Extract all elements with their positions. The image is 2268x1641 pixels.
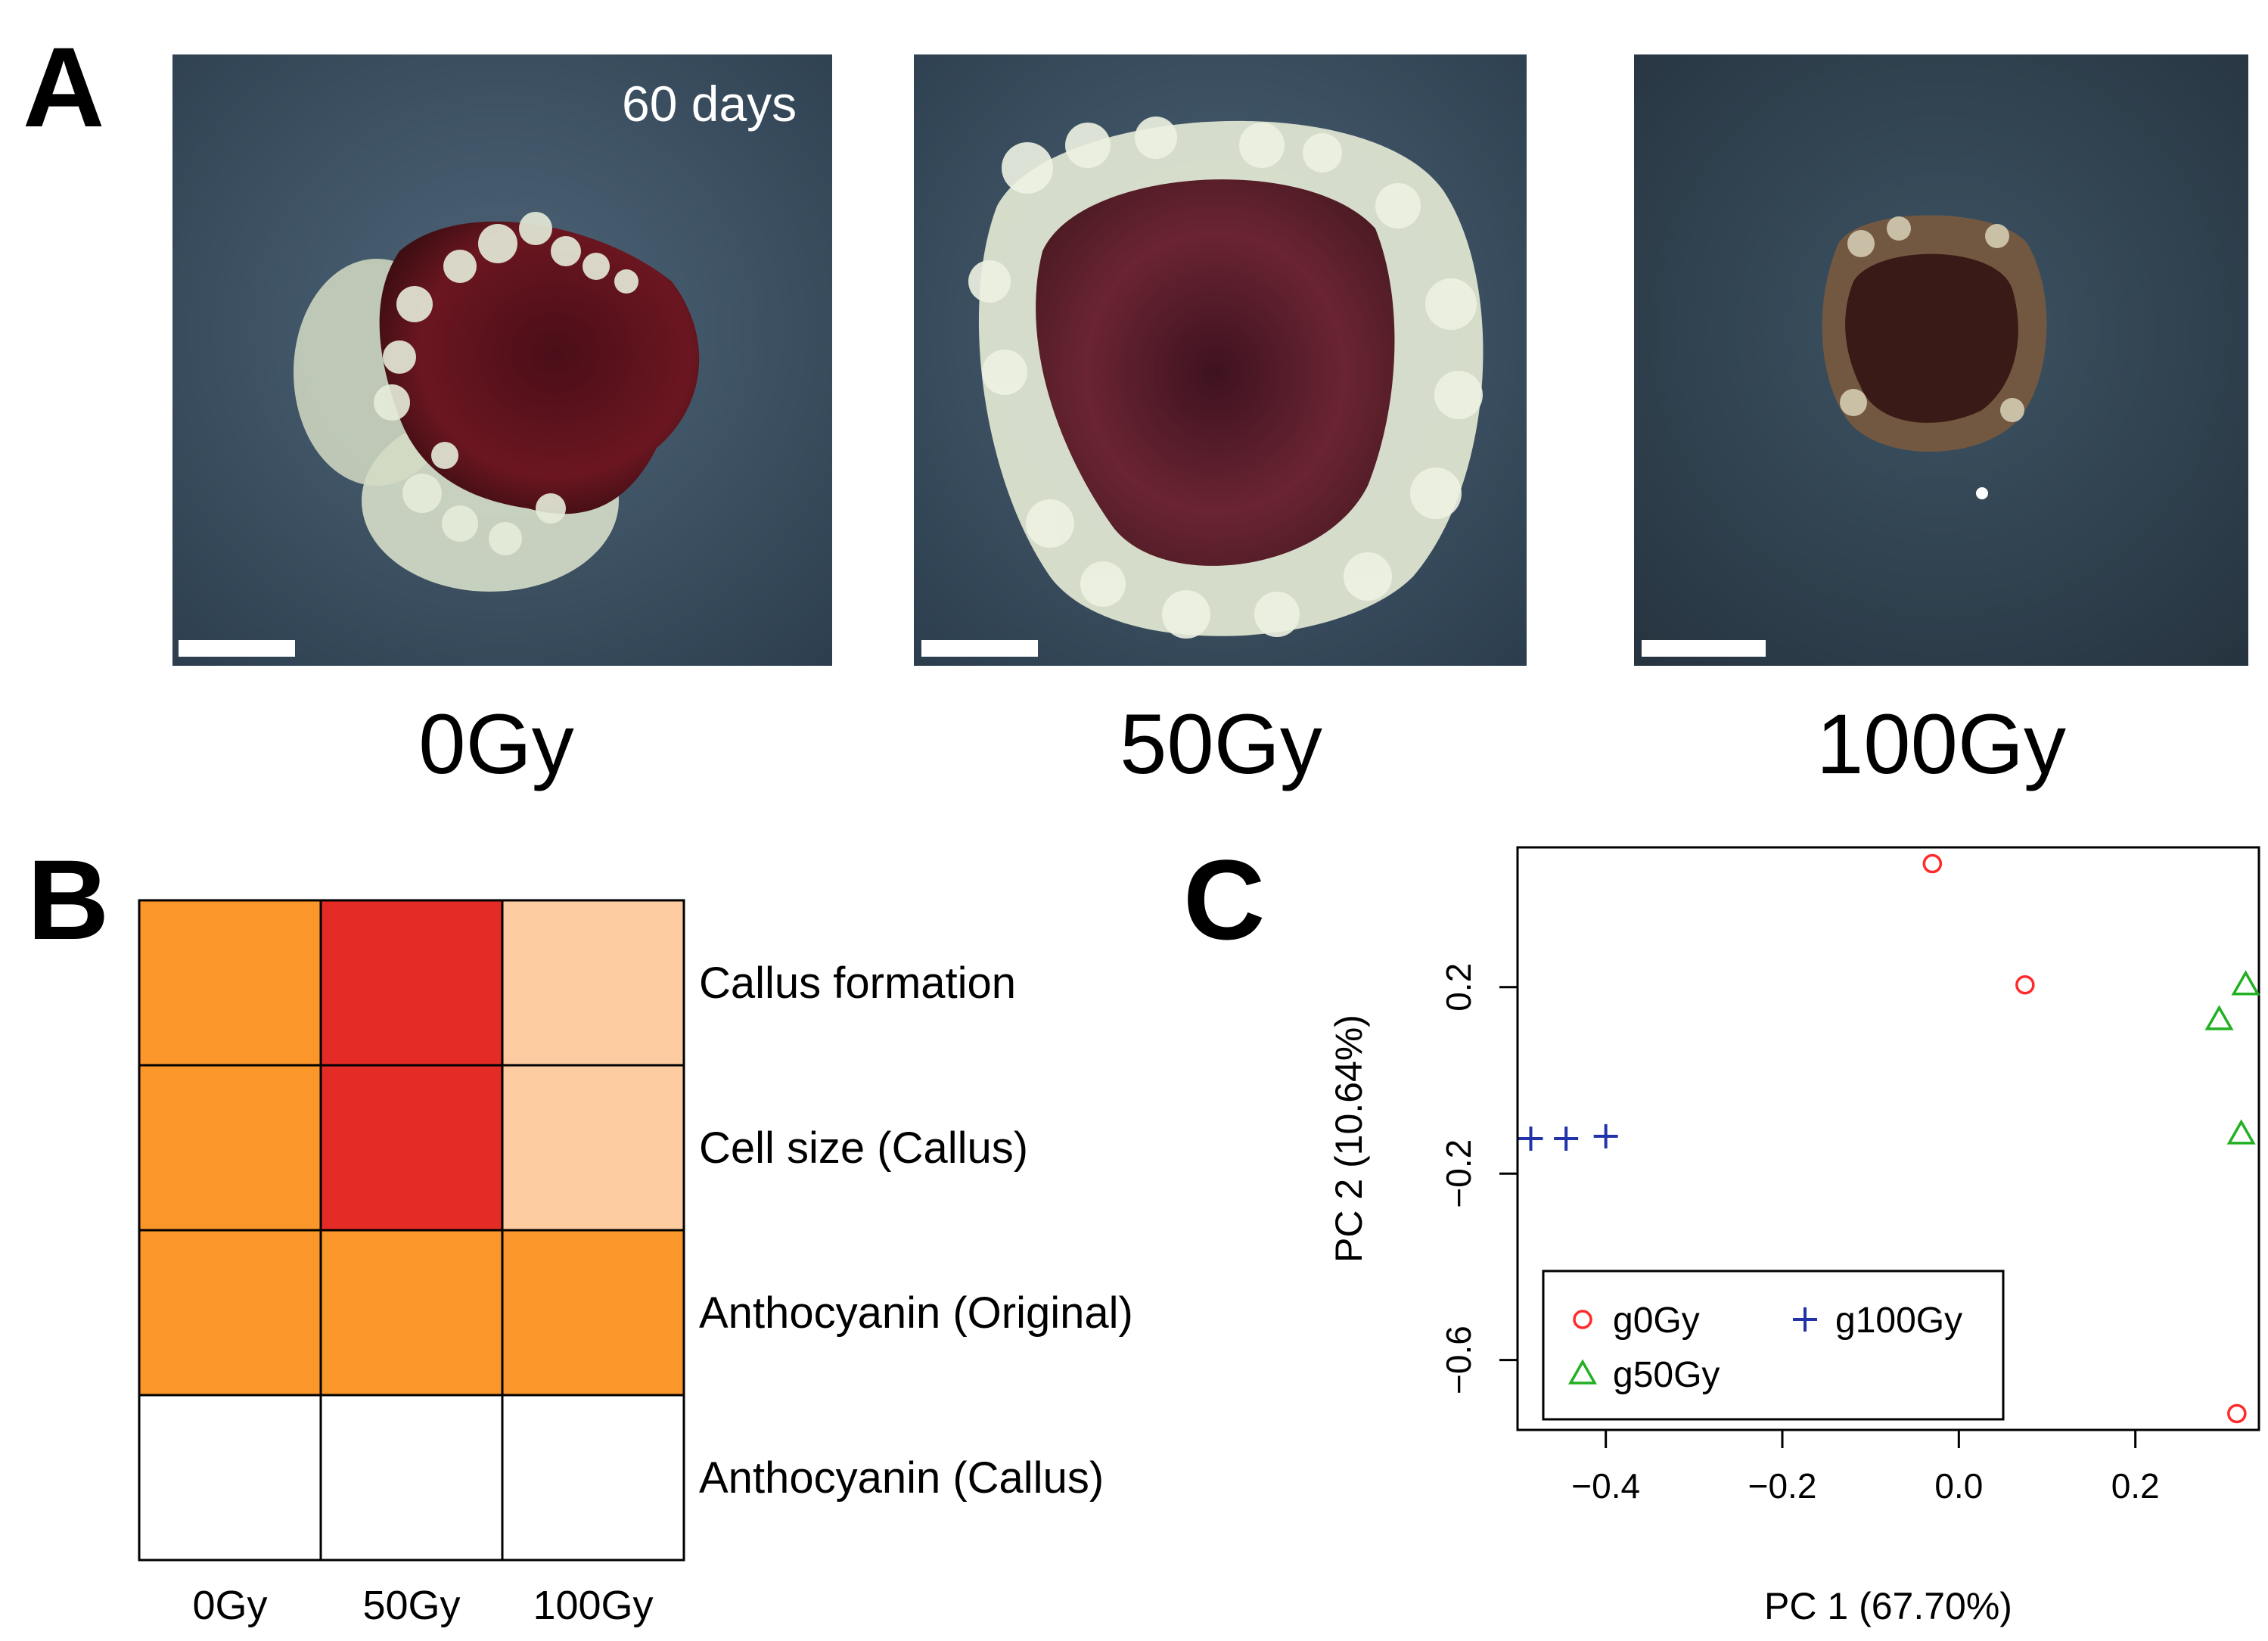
- legend-label: g100Gy: [1835, 1301, 1962, 1341]
- scale-bar: [1642, 640, 1766, 657]
- legend-label: g50Gy: [1613, 1355, 1720, 1395]
- callus-photo-0gy: [172, 54, 832, 666]
- data-point-g50Gy: [2226, 1119, 2256, 1145]
- scale-bar: [921, 640, 1038, 657]
- x-axis-label: PC 1 (67.70%): [1764, 1585, 2012, 1627]
- heatmap-cell: [138, 1394, 322, 1562]
- data-point-g100Gy: [1554, 1127, 1579, 1151]
- heatmap-cell: [138, 1064, 322, 1232]
- heatmap-column-label: 50Gy: [362, 1583, 460, 1628]
- days-label: 60 days: [622, 76, 797, 132]
- legend-box: [1542, 1270, 2005, 1421]
- heatmap-cell: [501, 899, 685, 1067]
- data-point-g0Gy: [1922, 853, 1943, 874]
- heatmap-row-label: Callus formation: [699, 959, 1016, 1008]
- data-point-g50Gy: [2204, 1005, 2234, 1030]
- legend-marker-g50Gy: [1567, 1359, 1598, 1385]
- scale-bar: [179, 640, 295, 657]
- callus-photo-50gy: [914, 54, 1527, 666]
- x-tick-label: −0.2: [1748, 1466, 1817, 1506]
- y-tick-label: 0.2: [1439, 963, 1478, 1012]
- heatmap-cell: [319, 1064, 504, 1232]
- dose-label-0gy: 0Gy: [418, 697, 574, 791]
- callus-photo-100gy: [1634, 54, 2248, 666]
- heatmap-row-label: Cell size (Callus): [699, 1124, 1028, 1173]
- x-tick-label: 0.2: [2111, 1466, 2160, 1506]
- legend-marker-g100Gy: [1793, 1307, 1817, 1332]
- dose-label-50gy: 50Gy: [1120, 697, 1322, 791]
- heatmap-row-label: Anthocyanin (Original): [699, 1288, 1133, 1338]
- legend-label: g0Gy: [1613, 1301, 1700, 1341]
- heatmap-cell: [319, 899, 504, 1067]
- data-point-g100Gy: [1518, 1127, 1543, 1151]
- x-tick-label: −0.4: [1571, 1466, 1640, 1506]
- dose-label-100gy: 100Gy: [1816, 697, 2066, 791]
- legend-marker-g0Gy: [1573, 1310, 1592, 1329]
- heatmap-cell: [319, 1229, 504, 1397]
- panel-c-letter: C: [1183, 836, 1266, 963]
- y-axis-label: PC 2 (10.64%): [1328, 1015, 1370, 1263]
- heatmap-cell: [501, 1064, 685, 1232]
- x-tick-label: 0.0: [1934, 1466, 1983, 1506]
- data-point-g100Gy: [1593, 1124, 1618, 1148]
- heatmap-cell: [501, 1394, 685, 1562]
- heatmap-cell: [138, 899, 322, 1067]
- data-point-g0Gy: [2227, 1403, 2247, 1424]
- heatmap-cell: [501, 1229, 685, 1397]
- plot-frame: [1516, 846, 2260, 1431]
- panel-b-letter: B: [27, 836, 110, 963]
- y-tick-label: −0.6: [1439, 1326, 1478, 1394]
- heatmap-column-label: 0Gy: [192, 1583, 267, 1628]
- heatmap-column-label: 100Gy: [533, 1583, 653, 1628]
- data-point-g50Gy: [2231, 970, 2260, 996]
- panel-a-letter: A: [23, 23, 105, 151]
- heatmap-cell: [138, 1229, 322, 1397]
- heatmap-row-label: Anthocyanin (Callus): [699, 1453, 1104, 1503]
- heatmap-cell: [319, 1394, 504, 1562]
- y-tick-label: −0.2: [1439, 1139, 1478, 1208]
- data-point-g0Gy: [2015, 974, 2035, 995]
